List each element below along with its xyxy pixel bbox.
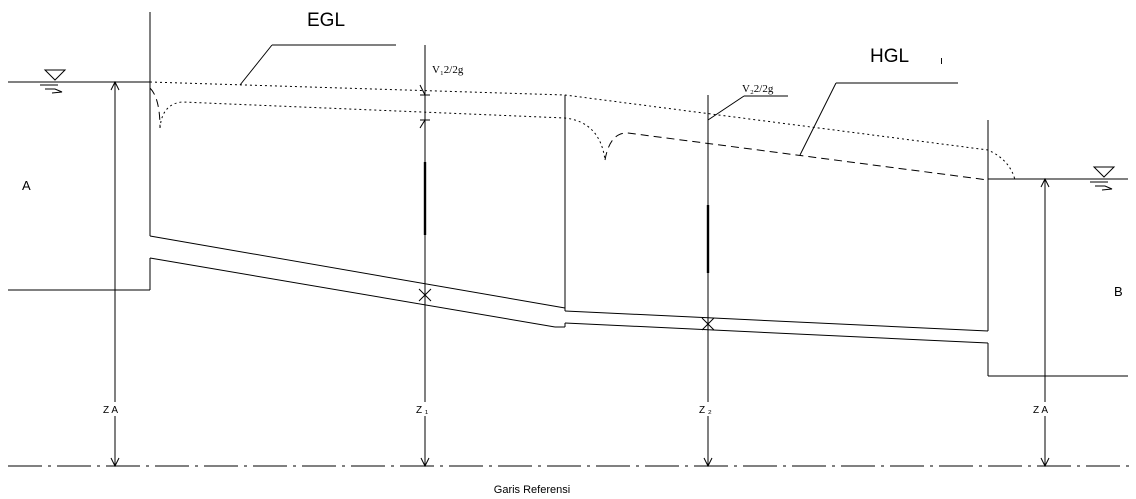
pipe-2	[564, 310, 989, 344]
v2-leader	[707, 95, 745, 121]
egl-leader	[239, 44, 273, 86]
velocity-head-2-label: V₂2/2g	[742, 83, 774, 95]
elevation-z1-label: Z ₁	[416, 405, 429, 416]
datum-label: Garis Referensi	[494, 484, 570, 496]
reservoir-b-label: B	[1114, 284, 1123, 299]
elevation-za-right	[1040, 177, 1050, 468]
pipe-1-bottom-wall	[149, 257, 556, 328]
reservoir-b	[987, 120, 1128, 377]
elevation-za-right-label: Z A	[1033, 405, 1048, 416]
reservoir-a-label: A	[22, 178, 31, 193]
hgl-tick-mark: ı	[940, 55, 943, 67]
energy-grade-line	[149, 81, 1016, 181]
pipe-2-bottom-wall	[564, 322, 989, 344]
hgl-label: HGL	[870, 46, 909, 67]
hgl-leader	[799, 82, 837, 156]
egl-label: EGL	[307, 10, 345, 31]
elevation-z2-label: Z ₂	[699, 405, 712, 416]
pipe-2-top-wall	[564, 310, 989, 332]
pipe-1	[149, 235, 566, 328]
elevation-za-left-label: Z A	[103, 405, 118, 416]
hydraulic-grade-line	[149, 87, 989, 181]
water-level-icon-right	[1090, 166, 1116, 191]
water-level-icon-left	[40, 69, 67, 94]
section-1-marker	[418, 45, 432, 466]
reservoir-a	[8, 12, 151, 291]
elevation-labels: Z A Z ₁ Z ₂ Z A	[101, 402, 1061, 416]
pipe-1-top-wall	[149, 235, 566, 309]
velocity-head-1-label: V₁2/2g	[432, 64, 464, 76]
